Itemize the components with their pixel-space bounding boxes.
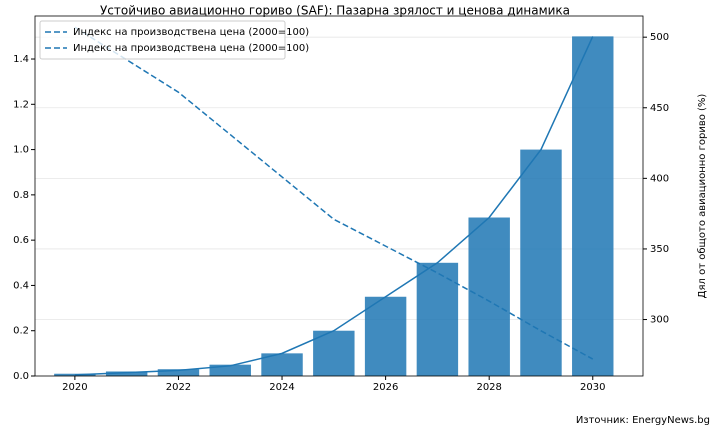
y-tick-label: 1.0 bbox=[13, 145, 29, 156]
legend-label: Индекс на производствена цена (2000=100) bbox=[73, 27, 309, 38]
y-tick-label: 1.4 bbox=[13, 54, 29, 65]
y2-tick-label: 450 bbox=[650, 103, 669, 114]
y-tick-label: 0.8 bbox=[13, 190, 29, 201]
x-tick-label: 2028 bbox=[476, 382, 501, 393]
x-tick-label: 2026 bbox=[373, 382, 398, 393]
plot-frame bbox=[34, 15, 644, 377]
y-tick-label: 0.6 bbox=[13, 235, 29, 246]
x-tick-label: 2030 bbox=[580, 382, 605, 393]
y-tick-label: 0.0 bbox=[13, 371, 29, 382]
line bbox=[74, 36, 594, 376]
bar bbox=[572, 36, 614, 377]
y2-axis-label: Дял от общото авиационно гориво (%) bbox=[697, 94, 708, 299]
source: Източник: EnergyNews.bg bbox=[576, 415, 710, 426]
y2-tick-label: 400 bbox=[650, 173, 669, 184]
y2-tick-label: 300 bbox=[650, 315, 669, 326]
legend-label: Индекс на производствена цена (2000=100) bbox=[73, 43, 309, 54]
bar bbox=[209, 364, 251, 376]
legend-box bbox=[39, 20, 286, 60]
line bbox=[74, 26, 594, 360]
y-tick-label: 1.2 bbox=[13, 99, 29, 110]
y2-tick-label: 350 bbox=[650, 244, 669, 255]
chart-title: Устойчиво авиационно гориво (SAF): Пазар… bbox=[100, 4, 570, 18]
bar bbox=[313, 330, 355, 376]
y2-tick-label: 500 bbox=[650, 32, 669, 43]
y-tick-label: 0.2 bbox=[13, 326, 29, 337]
bar bbox=[520, 149, 562, 376]
bar bbox=[157, 369, 200, 376]
y-tick-label: 0.4 bbox=[13, 280, 29, 291]
bar bbox=[364, 296, 407, 376]
x-tick-label: 2022 bbox=[166, 382, 191, 393]
bar bbox=[416, 262, 459, 376]
x-tick-label: 2020 bbox=[62, 382, 87, 393]
bar bbox=[261, 353, 303, 376]
bar bbox=[105, 371, 148, 376]
bar bbox=[468, 217, 510, 376]
x-tick-label: 2024 bbox=[269, 382, 294, 393]
